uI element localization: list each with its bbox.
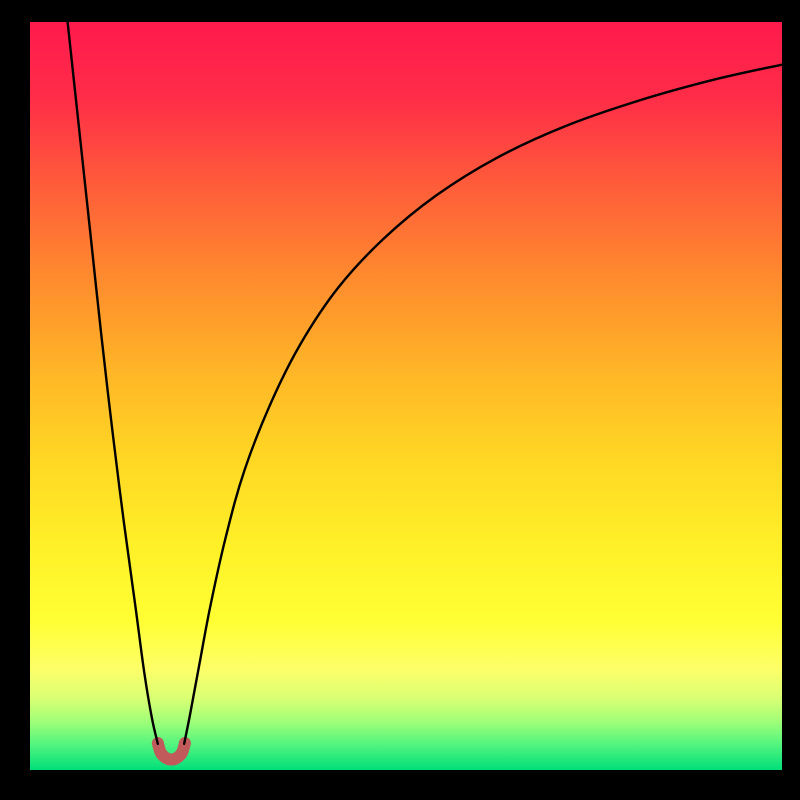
dip-marker	[158, 743, 185, 759]
frame-bottom	[0, 770, 800, 800]
frame-right	[782, 0, 800, 800]
curve-left	[68, 22, 158, 744]
frame-top	[0, 0, 800, 22]
frame-left	[0, 0, 30, 800]
stage: TheBottleneck.com	[0, 0, 800, 800]
chart-svg	[30, 22, 782, 770]
curve-right	[184, 65, 782, 744]
plot-area	[30, 22, 782, 770]
